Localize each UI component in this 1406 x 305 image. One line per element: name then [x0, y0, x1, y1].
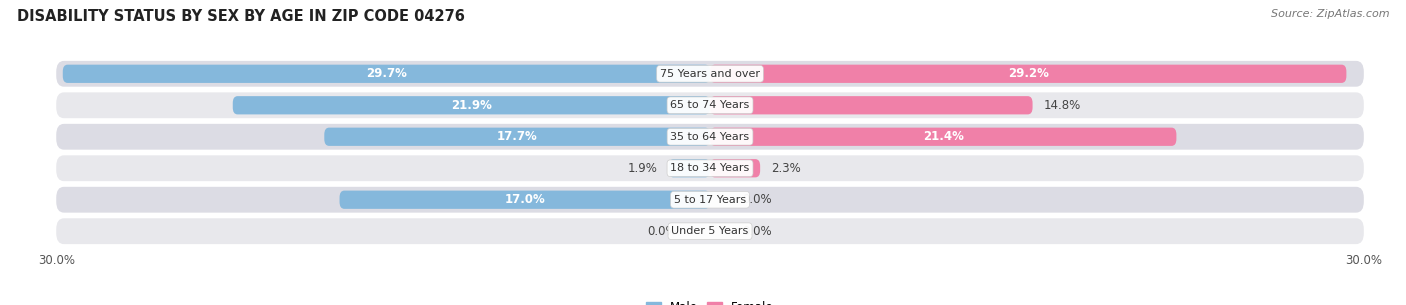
FancyBboxPatch shape	[56, 218, 1364, 244]
Text: 21.9%: 21.9%	[451, 99, 492, 112]
FancyBboxPatch shape	[710, 96, 1032, 114]
Text: 5 to 17 Years: 5 to 17 Years	[673, 195, 747, 205]
FancyBboxPatch shape	[325, 127, 710, 146]
Text: 0.0%: 0.0%	[742, 193, 772, 206]
Text: 0.0%: 0.0%	[742, 225, 772, 238]
FancyBboxPatch shape	[56, 92, 1364, 118]
Text: Source: ZipAtlas.com: Source: ZipAtlas.com	[1271, 9, 1389, 19]
FancyBboxPatch shape	[233, 96, 710, 114]
Text: DISABILITY STATUS BY SEX BY AGE IN ZIP CODE 04276: DISABILITY STATUS BY SEX BY AGE IN ZIP C…	[17, 9, 465, 24]
FancyBboxPatch shape	[710, 127, 1177, 146]
Text: 75 Years and over: 75 Years and over	[659, 69, 761, 79]
FancyBboxPatch shape	[710, 159, 761, 178]
FancyBboxPatch shape	[710, 65, 1347, 83]
Text: 29.2%: 29.2%	[1008, 67, 1049, 80]
FancyBboxPatch shape	[56, 61, 1364, 87]
Text: 17.7%: 17.7%	[496, 130, 537, 143]
Text: 21.4%: 21.4%	[922, 130, 963, 143]
Text: Under 5 Years: Under 5 Years	[672, 226, 748, 236]
Text: 17.0%: 17.0%	[505, 193, 546, 206]
FancyBboxPatch shape	[56, 124, 1364, 150]
Text: 29.7%: 29.7%	[366, 67, 406, 80]
Text: 35 to 64 Years: 35 to 64 Years	[671, 132, 749, 142]
Text: 14.8%: 14.8%	[1043, 99, 1081, 112]
Text: 1.9%: 1.9%	[628, 162, 658, 175]
Text: 2.3%: 2.3%	[770, 162, 801, 175]
Legend: Male, Female: Male, Female	[641, 296, 779, 305]
Text: 65 to 74 Years: 65 to 74 Years	[671, 100, 749, 110]
FancyBboxPatch shape	[56, 187, 1364, 213]
Text: 0.0%: 0.0%	[648, 225, 678, 238]
FancyBboxPatch shape	[669, 159, 710, 178]
FancyBboxPatch shape	[63, 65, 710, 83]
Text: 18 to 34 Years: 18 to 34 Years	[671, 163, 749, 173]
FancyBboxPatch shape	[56, 155, 1364, 181]
FancyBboxPatch shape	[340, 191, 710, 209]
